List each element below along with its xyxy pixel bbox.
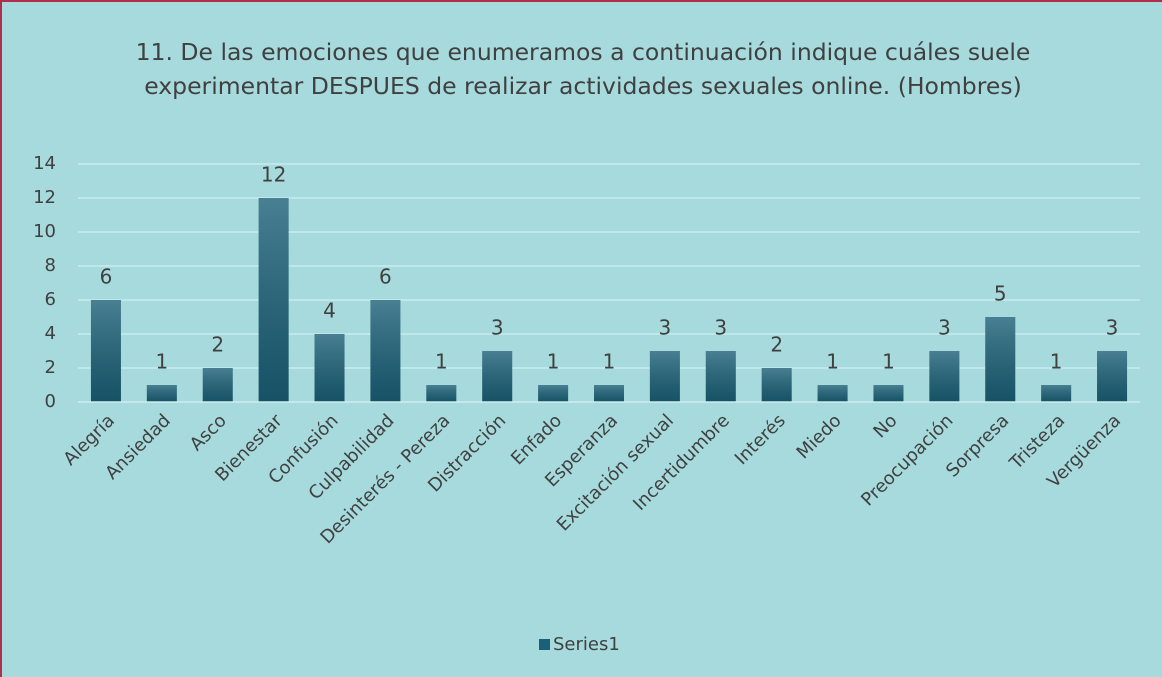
bar-shade — [426, 385, 457, 402]
bar-shade — [1041, 385, 1072, 402]
bar-shade — [985, 317, 1016, 402]
data-label: 2 — [211, 333, 224, 357]
data-label: 1 — [547, 350, 560, 374]
data-label: 3 — [659, 316, 672, 340]
data-label: 4 — [323, 299, 336, 323]
bar-shade — [202, 368, 233, 402]
bar-shade — [482, 351, 513, 402]
x-tick-label: Miedo — [793, 410, 846, 463]
x-tick-label: No — [869, 410, 901, 442]
bar-shade — [929, 351, 960, 402]
bar-shade — [649, 351, 680, 402]
bar-shade — [873, 385, 904, 402]
y-tick-label: 6 — [45, 289, 56, 310]
y-tick-label: 12 — [33, 187, 56, 208]
x-tick-label: Interés — [731, 410, 790, 469]
y-tick-label: 4 — [45, 323, 56, 344]
data-label: 1 — [882, 350, 895, 374]
x-tick-label: Incertidumbre — [629, 410, 734, 515]
data-label: 2 — [770, 333, 783, 357]
data-label: 1 — [435, 350, 448, 374]
data-label: 6 — [379, 265, 392, 289]
y-tick-label: 2 — [45, 357, 56, 378]
y-tick-label: 8 — [45, 255, 56, 276]
bar-shade — [538, 385, 569, 402]
data-label: 3 — [1106, 316, 1119, 340]
data-label: 3 — [938, 316, 951, 340]
y-tick-label: 14 — [33, 153, 56, 174]
data-label: 1 — [1050, 350, 1063, 374]
data-label: 3 — [714, 316, 727, 340]
data-label: 1 — [603, 350, 616, 374]
bar-shade — [146, 385, 177, 402]
bar-shade — [594, 385, 624, 402]
bar-shade — [761, 368, 792, 402]
bar-shade — [1097, 351, 1128, 402]
bar-shade — [258, 198, 289, 402]
bar-shade — [817, 385, 848, 402]
x-tick-label: Asco — [186, 410, 231, 455]
y-tick-label: 0 — [45, 391, 56, 412]
chart-title: 11. De las emociones que enumeramos a co… — [135, 38, 1031, 100]
bar-shade — [370, 300, 401, 402]
legend-label: Series1 — [553, 634, 620, 655]
data-label: 5 — [994, 282, 1007, 306]
data-label: 1 — [155, 350, 168, 374]
bar-shade — [90, 300, 121, 402]
legend-swatch — [539, 639, 550, 650]
data-label: 12 — [261, 163, 286, 187]
bar-shade — [705, 351, 736, 402]
bar-shade — [314, 334, 345, 402]
y-tick-label: 10 — [33, 221, 56, 242]
data-label: 1 — [826, 350, 839, 374]
data-label: 6 — [100, 265, 113, 289]
data-label: 3 — [491, 316, 504, 340]
